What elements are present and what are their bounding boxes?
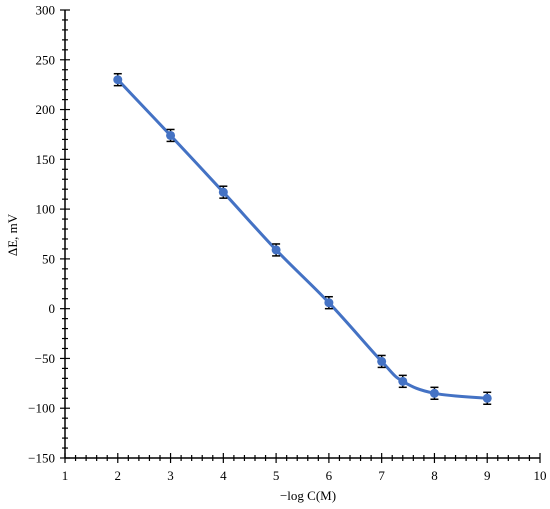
x-tick-label: 9 <box>484 468 491 483</box>
y-tick-label: −50 <box>35 351 55 366</box>
x-tick-label: 8 <box>431 468 438 483</box>
x-tick-label: 1 <box>62 468 69 483</box>
y-tick-label: −100 <box>28 401 55 416</box>
x-axis-title: −log C(M) <box>280 488 336 503</box>
y-tick-label: 100 <box>36 202 56 217</box>
x-tick-label: 5 <box>273 468 280 483</box>
y-tick-label: 150 <box>36 152 56 167</box>
series-line <box>116 78 488 400</box>
y-tick-label: 200 <box>36 102 56 117</box>
y-axis-title: ΔE, mV <box>5 213 20 256</box>
x-tick-label: 3 <box>167 468 174 483</box>
x-tick-label: 10 <box>534 468 547 483</box>
data-point <box>398 376 408 386</box>
data-point <box>482 393 492 403</box>
data-point <box>324 298 334 308</box>
y-tick-label: 50 <box>42 251 55 266</box>
x-tick-label: 7 <box>378 468 385 483</box>
data-point <box>377 356 387 366</box>
data-point <box>166 130 176 140</box>
x-axis: 1 2 3 4 5 6 7 8 9 10 <box>62 453 547 483</box>
data-point <box>429 388 439 398</box>
x-tick-label: 2 <box>115 468 122 483</box>
y-tick-label: −150 <box>28 451 55 466</box>
data-point <box>113 75 123 85</box>
y-tick-label: 300 <box>36 3 56 18</box>
x-tick-label: 4 <box>220 468 227 483</box>
y-axis: 300 250 200 150 100 50 0 −50 −100 −150 <box>28 3 70 466</box>
data-point <box>271 245 281 255</box>
plot-area <box>113 72 492 405</box>
data-point <box>218 187 228 197</box>
y-tick-label: 250 <box>36 52 56 67</box>
y-tick-label: 0 <box>49 301 56 316</box>
x-tick-label: 6 <box>326 468 333 483</box>
